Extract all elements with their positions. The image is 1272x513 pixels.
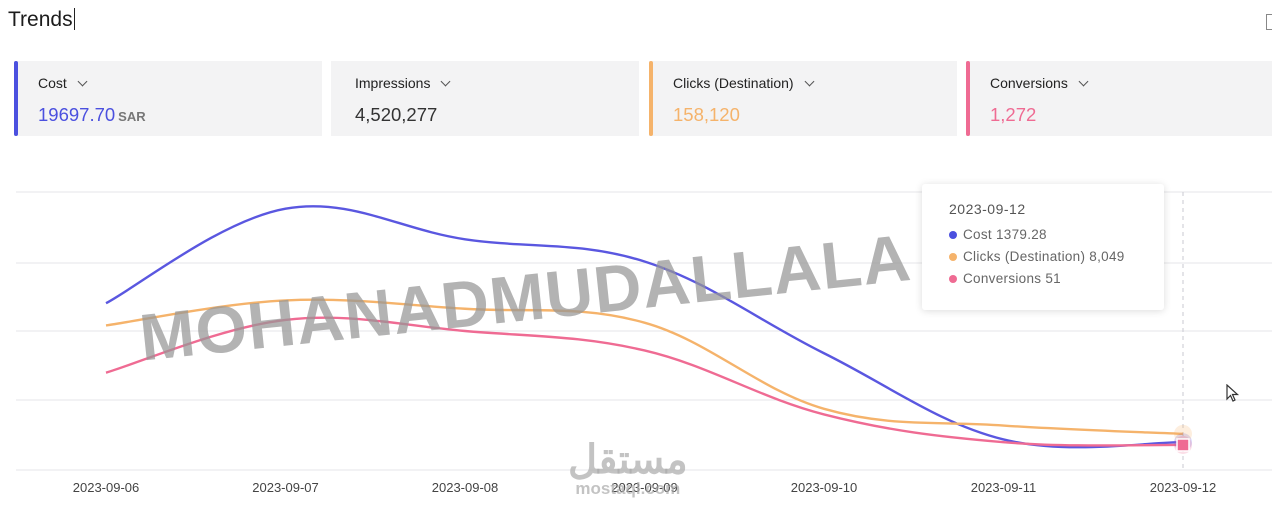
tooltip-series-name: Clicks (Destination)	[963, 249, 1086, 264]
x-tick-label: 2023-09-07	[252, 480, 319, 495]
metric-value: 4,520,277	[355, 104, 438, 125]
tooltip-row: Cost 1379.28	[949, 227, 1164, 242]
card-accent-bar	[649, 61, 653, 136]
metric-card-conversions[interactable]: Conversions 1,272	[966, 61, 1272, 136]
watermark-logo-arabic: مستقل	[568, 438, 688, 482]
series-dot	[949, 252, 957, 261]
tooltip-series-value: 8,049	[1089, 249, 1125, 264]
metric-card-impressions[interactable]: Impressions 4,520,277	[331, 61, 639, 136]
hover-point-marker[interactable]	[1176, 438, 1190, 452]
chart-tooltip: 2023-09-12 Cost 1379.28 Clicks (Destinati…	[922, 184, 1164, 310]
tooltip-series-value: 51	[1045, 271, 1061, 286]
text-caret	[73, 8, 75, 30]
card-accent-bar	[14, 61, 18, 136]
metric-label: Impressions	[355, 75, 639, 91]
metric-unit: SAR	[118, 109, 146, 124]
chevron-down-icon[interactable]	[1078, 76, 1089, 86]
series-dot	[949, 274, 957, 283]
tooltip-row: Clicks (Destination) 8,049	[949, 249, 1164, 264]
metric-card-cost[interactable]: Cost 19697.70 SAR	[14, 61, 322, 136]
x-tick-label: 2023-09-11	[971, 480, 1037, 495]
metric-label: Conversions	[990, 75, 1272, 91]
x-tick-label: 2023-09-06	[73, 480, 140, 495]
metric-card-clicks[interactable]: Clicks (Destination) 158,120	[649, 61, 957, 136]
chevron-down-icon[interactable]	[441, 76, 451, 86]
tooltip-series-value: 1379.28	[995, 227, 1047, 242]
tooltip-date: 2023-09-12	[949, 201, 1026, 217]
x-tick-label: 2023-09-08	[432, 480, 499, 495]
metric-label: Clicks (Destination)	[673, 75, 957, 91]
metric-value: 158,120	[673, 104, 740, 125]
x-tick-label: 2023-09-12	[1150, 480, 1217, 495]
x-tick-label: 2023-09-10	[791, 480, 858, 495]
metric-value: 19697.70 SAR	[38, 104, 146, 125]
tooltip-series-name: Conversions	[963, 271, 1042, 286]
series-line-cost[interactable]	[105, 205, 1184, 449]
tooltip-series-name: Cost	[963, 227, 992, 242]
watermark-logo-latin: mostaql.com	[575, 479, 681, 498]
x-tick-label: 2023-09-09	[611, 480, 678, 495]
tooltip-row: Conversions 51	[949, 271, 1164, 286]
series-line-clicks-destination[interactable]	[105, 298, 1184, 436]
chevron-down-icon[interactable]	[804, 76, 815, 86]
watermark-logo: مستقل mostaql.com	[568, 440, 688, 498]
expand-icon[interactable]	[1266, 14, 1272, 30]
card-accent-bar	[966, 61, 970, 136]
metric-value: 1,272	[990, 104, 1037, 125]
chevron-down-icon[interactable]	[77, 76, 88, 86]
series-dot	[949, 230, 957, 239]
series-line-conversions[interactable]	[105, 316, 1184, 447]
metric-label: Cost	[38, 75, 322, 91]
mouse-cursor-icon	[1226, 384, 1240, 402]
page-title: Trends	[8, 8, 75, 31]
trend-chart[interactable]: 2023-09-06 2023-09-07 2023-09-08 2023-09-09…	[0, 150, 1272, 513]
